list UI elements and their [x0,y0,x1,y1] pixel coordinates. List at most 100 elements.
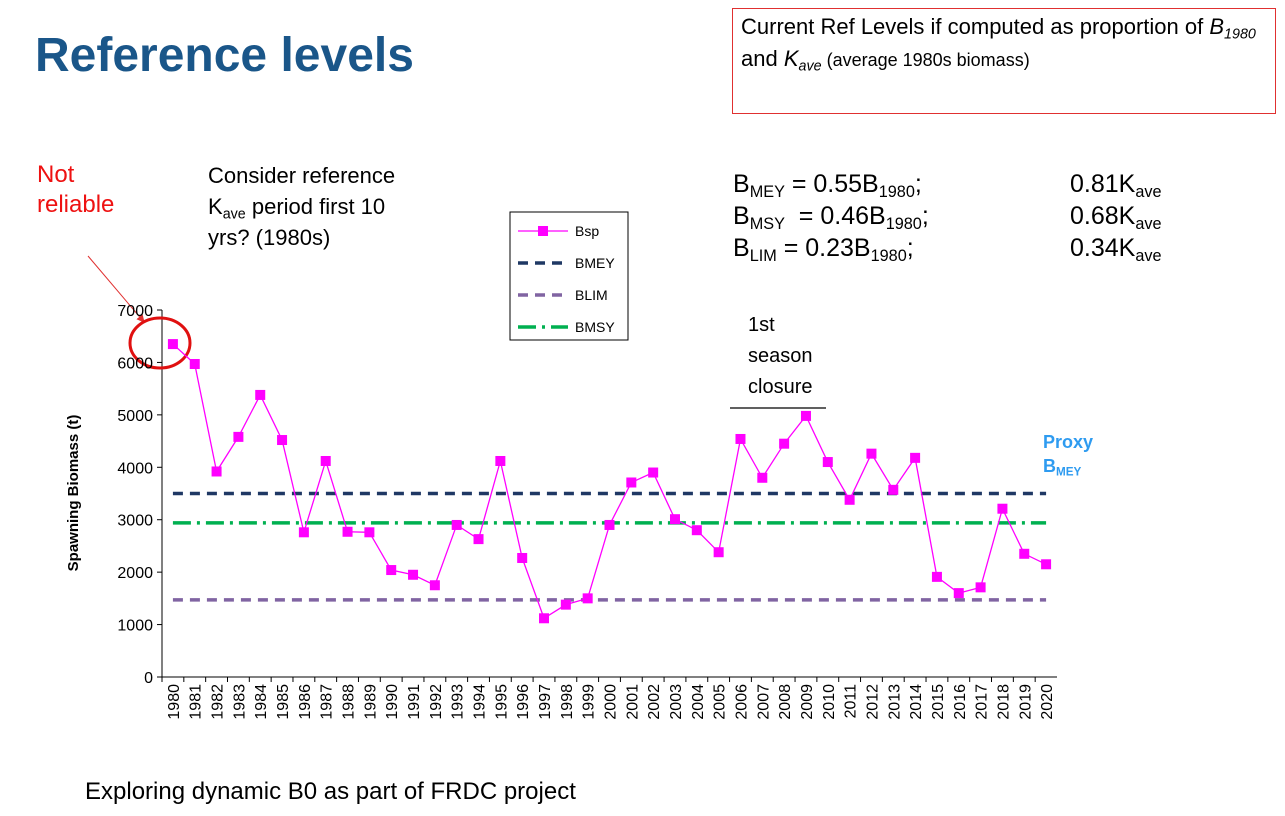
legend-label: Bsp [575,223,599,239]
x-tick-label: 1992 [428,684,445,720]
x-tick-label: 1985 [275,684,292,720]
data-point [735,433,746,444]
x-tick-label: 1989 [362,684,379,720]
x-tick-label: 2002 [646,684,663,720]
formula-text: ave [1135,182,1162,201]
x-tick-label: 2007 [755,684,772,720]
box-text: 1980 [1224,26,1256,43]
x-tick-label: 1995 [493,684,510,720]
data-point [473,534,484,545]
formula-text: 1980 [870,246,907,265]
data-point [800,410,811,421]
highlight-circle [128,316,192,370]
proxy-text: Proxy [1043,432,1094,452]
legend-marker [538,226,548,236]
y-tick-label: 3000 [117,513,153,530]
legend-label: BMEY [575,255,615,271]
formula-k: 0.68Kave [1070,202,1162,232]
x-tick-label: 1981 [188,684,205,720]
legend-label: BMSY [575,319,615,335]
x-tick-label: 2008 [777,684,794,720]
x-tick-label: 2019 [1017,684,1034,720]
x-tick-label: 1996 [515,684,532,720]
data-point [582,593,593,604]
x-tick-label: 1998 [559,684,576,720]
x-tick-label: 2018 [995,684,1012,720]
data-point [233,431,244,442]
box-text: K [783,46,799,71]
x-tick-label: 2017 [974,684,991,720]
formula-text: B [733,234,750,262]
data-point [713,547,724,558]
data-point [277,435,288,446]
data-point [953,588,964,599]
data-point [779,438,790,449]
data-point [539,613,550,624]
y-tick-label: 7000 [117,303,153,320]
legend-box [509,211,629,341]
proxy-label: Proxy BMEY [1043,430,1093,478]
x-tick-label: 1997 [537,684,554,720]
data-point [408,569,419,580]
data-point [669,514,680,525]
data-point [495,455,506,466]
x-tick-label: 1983 [231,684,248,720]
y-tick-label: 0 [144,670,153,687]
note-text: ave [222,206,246,223]
formula-text: ; [921,202,929,230]
formula-text: 1980 [878,182,915,201]
formula-k: 0.81Kave [1070,170,1162,201]
proxy-text: B [1043,456,1056,476]
data-point [888,484,899,495]
data-point [626,477,637,488]
consider-note: Consider reference Kave period first 10 … [208,160,408,253]
box-text: and [741,46,784,71]
formula-text: MEY [749,182,785,201]
series-line [172,343,1047,620]
x-tick-label: 1980 [166,684,183,720]
data-point [1019,548,1030,559]
x-tick-label: 2009 [799,684,816,720]
formula-text: 0.81K [1070,170,1136,198]
formula-text: B [733,202,750,230]
data-point [691,525,702,536]
formula-text: ; [914,170,922,198]
formula-text: = 0.46B [784,202,886,230]
x-tick-label: 1982 [210,684,227,720]
x-tick-label: 1994 [472,684,489,720]
x-tick-label: 2014 [908,684,925,720]
box-text: B [1209,14,1225,39]
x-tick-label: 2003 [668,684,685,720]
box-text: ave [798,58,822,75]
x-tick-label: 2010 [821,684,838,720]
data-point [822,457,833,468]
data-point [451,519,462,530]
not-reliable: Not reliable [37,161,115,218]
x-tick-label: 2001 [624,684,641,720]
x-tick-label: 2012 [864,684,881,720]
x-tick-label: 1993 [450,684,467,720]
ref-box: Current Ref Levels if computed as propor… [732,8,1276,114]
slide-title: Reference levels [35,29,414,82]
formula-text: 0.68K [1070,202,1136,230]
data-point [167,339,178,350]
legend-label: BLIM [575,287,608,303]
x-tick-label: 2011 [843,684,860,719]
formula-k: 0.34Kave [1070,234,1162,264]
data-point [189,359,200,370]
formula-text: B [733,170,750,198]
x-tick-label: 1990 [384,684,401,720]
x-tick-label: 1991 [406,684,423,720]
y-tick-label: 6000 [117,355,153,372]
formula-text: 0.34K [1070,234,1136,262]
data-point [931,571,942,582]
data-point [648,467,659,478]
formula-text: ; [906,234,914,262]
x-tick-label: 2004 [690,684,707,720]
x-tick-label: 2006 [733,684,750,720]
data-point [517,552,528,563]
data-point [757,472,768,483]
y-tick-label: 2000 [117,565,153,582]
x-tick-label: 1987 [319,684,336,720]
